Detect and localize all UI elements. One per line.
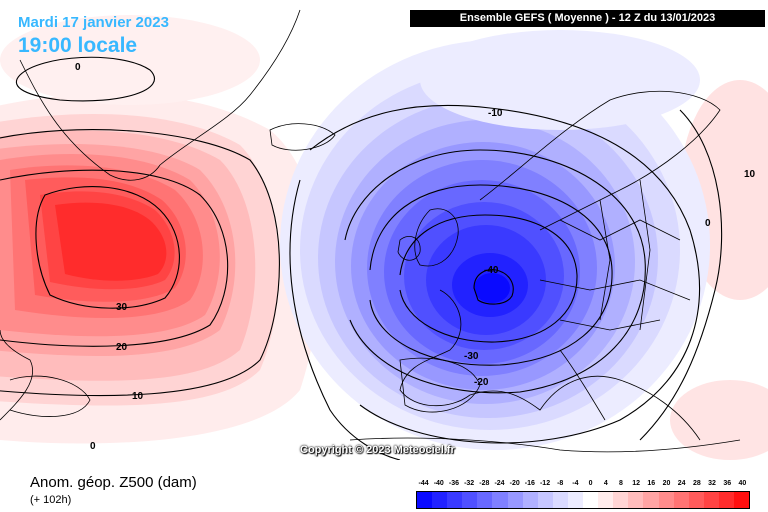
run-banner: Ensemble GEFS ( Moyenne ) - 12 Z du 13/0… xyxy=(410,10,765,27)
contour-label: 0 xyxy=(705,218,711,229)
legend-tick-label: -36 xyxy=(448,480,460,487)
europe-borders xyxy=(539,179,691,331)
legend-swatch xyxy=(658,492,674,508)
time-title: 19:00 locale xyxy=(18,34,138,57)
legend-tick-label: -8 xyxy=(557,480,564,487)
europe-coast xyxy=(399,289,701,441)
legend-tick-label: 40 xyxy=(738,480,747,487)
greenland-coast xyxy=(19,9,301,181)
contour-line xyxy=(0,169,229,347)
contour-lines xyxy=(0,56,723,460)
contour-line xyxy=(473,269,514,305)
legend-swatch xyxy=(598,492,614,508)
legend-tick-label: 16 xyxy=(647,480,656,487)
legend-swatch xyxy=(477,492,493,508)
parameter-label: Anom. géop. Z500 (dam) xyxy=(30,474,197,491)
legend-swatch xyxy=(537,492,553,508)
negative-anomaly-field xyxy=(280,30,710,450)
legend-tick-label: -40 xyxy=(433,480,444,487)
legend-tick-label: 8 xyxy=(619,480,623,487)
ireland-coast xyxy=(397,236,421,261)
legend-tick-label: -12 xyxy=(539,480,551,487)
legend-swatch xyxy=(447,492,463,508)
legend-swatch xyxy=(688,492,704,508)
legend-swatch xyxy=(718,492,734,508)
contour-label: 10 xyxy=(132,391,144,402)
anomaly-patch-southeast xyxy=(670,380,768,460)
legend-tick-labels: -44 -40 -36 -32 -28 -24 -20 -16 -12 -8 -4 0 4 8 12 16 20… xyxy=(416,480,750,489)
legend-tick-label: 12 xyxy=(632,480,641,487)
legend-tick-label: 4 xyxy=(603,480,608,487)
north-america-coast xyxy=(0,329,33,421)
contour-line xyxy=(639,109,723,441)
contour-line xyxy=(344,149,646,394)
legend-swatch xyxy=(552,492,568,508)
legend-swatch xyxy=(613,492,629,508)
contour-label: 30 xyxy=(116,302,128,313)
newfoundland-coast xyxy=(9,375,91,417)
lead-time-label: (+ 102h) xyxy=(30,494,72,506)
copyright-text: Copyright © 2023 Meteociel.fr xyxy=(300,444,455,456)
anomaly-patch-north xyxy=(0,15,260,105)
legend-tick-label: -16 xyxy=(524,480,535,487)
legend-color-bar xyxy=(416,491,750,509)
legend-tick-label: 28 xyxy=(692,480,701,487)
contour-label: -20 xyxy=(474,377,489,388)
north-africa-coast xyxy=(349,437,741,453)
legend-tick-label: 36 xyxy=(723,480,732,487)
legend-tick-label: -24 xyxy=(494,480,505,487)
legend-tick-label: 24 xyxy=(677,480,686,487)
contour-line xyxy=(289,179,401,460)
british-isles-coast xyxy=(414,208,459,267)
legend-tick-label: 0 xyxy=(588,480,593,487)
contour-line xyxy=(15,56,155,102)
contour-line xyxy=(0,129,280,397)
legend-tick-label: -44 xyxy=(418,480,429,487)
contour-line xyxy=(309,104,701,444)
legend-tick-label: 20 xyxy=(662,480,671,487)
anomaly-band-minus-44 xyxy=(474,273,510,303)
legend-tick-label: -20 xyxy=(509,480,520,487)
legend-swatch xyxy=(567,492,584,508)
contour-line xyxy=(399,214,578,343)
legend-tick-label: -4 xyxy=(572,480,579,487)
legend-tick-label: 32 xyxy=(708,480,716,487)
anomaly-band-36 xyxy=(55,202,167,281)
date-title: Mardi 17 janvier 2023 xyxy=(18,14,169,31)
positive-anomaly-field xyxy=(0,15,768,460)
scandinavia-coast xyxy=(479,90,721,231)
contour-label: 0 xyxy=(75,62,81,73)
legend-swatch xyxy=(628,492,644,508)
iberia-coast xyxy=(399,357,481,413)
italy-coast xyxy=(559,349,606,421)
legend-tick-label: -28 xyxy=(479,480,490,487)
contour-labels: 0 30 20 10 0 -10 -40 -30 -20 0 10 xyxy=(75,62,756,452)
iceland-coast xyxy=(269,123,336,151)
legend-swatch xyxy=(432,492,448,508)
legend-swatch xyxy=(733,492,750,508)
legend-tick-label: -32 xyxy=(464,480,475,487)
contour-label: 0 xyxy=(90,441,96,452)
contour-line xyxy=(35,186,180,309)
legend-swatch xyxy=(417,492,433,508)
legend-swatch xyxy=(703,492,719,508)
legend-swatch xyxy=(643,492,659,508)
contour-label: 20 xyxy=(116,342,128,353)
legend-swatch xyxy=(492,492,508,508)
legend-swatch xyxy=(462,492,478,508)
legend-swatch xyxy=(507,492,523,508)
contour-label: -40 xyxy=(484,265,499,276)
contour-label: -30 xyxy=(464,351,479,362)
coastlines xyxy=(0,9,741,453)
legend-swatch xyxy=(522,492,538,508)
legend-swatch xyxy=(673,492,689,508)
anomaly-patch-north-blue xyxy=(420,30,700,130)
color-legend: -44 -40 -36 -32 -28 -24 -20 -16 -12 -8 -4 0 4 8 12 16 20… xyxy=(416,480,750,509)
anomaly-map: 0 30 20 10 0 -10 -40 -30 -20 0 10 xyxy=(0,9,768,460)
legend-swatch xyxy=(583,492,599,508)
contour-label: 10 xyxy=(744,169,756,180)
contour-label: -10 xyxy=(488,108,503,119)
